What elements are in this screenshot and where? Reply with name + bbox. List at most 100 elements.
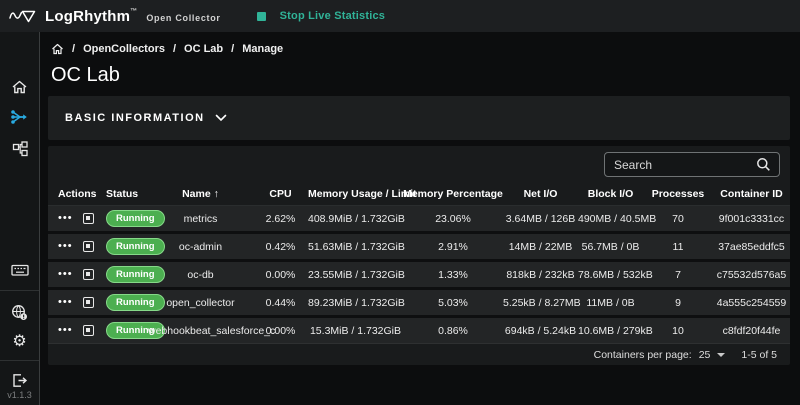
- name-cell: metrics: [183, 212, 218, 225]
- table-row: ••• Running open_collector 0.44% 89.23Mi…: [48, 290, 790, 315]
- status-badge: Running: [106, 266, 165, 283]
- status-cell: Running: [100, 238, 165, 255]
- basic-information-label: BASIC INFORMATION: [65, 112, 205, 124]
- column-header-name[interactable]: Name ↑: [182, 187, 219, 200]
- more-actions-icon[interactable]: •••: [58, 324, 73, 336]
- sidebar-item-collectors-active[interactable]: [0, 105, 39, 129]
- table-row: ••• Running metrics 2.62% 408.9MiB / 1.7…: [48, 206, 790, 231]
- memory-percentage-cell: 1.33%: [438, 268, 468, 281]
- row-actions: •••: [48, 213, 100, 224]
- status-badge: Running: [106, 322, 165, 339]
- container-id-cell: c75532d576a5: [716, 268, 787, 281]
- cpu-cell: 2.62%: [265, 212, 296, 225]
- search-icon[interactable]: [756, 157, 779, 172]
- logout-icon: [11, 373, 28, 388]
- page-size-value: 25: [698, 348, 711, 361]
- globe-info-icon: [11, 304, 28, 321]
- search-input[interactable]: [605, 157, 756, 172]
- column-header-processes[interactable]: Processes: [651, 187, 705, 200]
- stop-live-statistics-button[interactable]: Stop Live Statistics: [256, 10, 386, 22]
- status-cell: Running: [100, 294, 165, 311]
- more-actions-icon[interactable]: •••: [58, 296, 73, 308]
- block-io-cell: 10.6MB / 279kB: [578, 324, 653, 337]
- memory-usage-cell: 23.55MiB / 1.732GiB: [308, 268, 405, 281]
- logrhythm-logo-icon: [9, 7, 38, 25]
- sidebar-item-home[interactable]: [0, 75, 39, 99]
- block-io-cell: 78.6MB / 532kB: [578, 268, 653, 281]
- memory-percentage-cell: 2.91%: [438, 240, 468, 253]
- breadcrumb-oc-lab[interactable]: OC Lab: [184, 43, 224, 55]
- sidebar-item-console[interactable]: [0, 258, 39, 282]
- brand-name: LogRhythm™: [45, 7, 138, 25]
- more-actions-icon[interactable]: •••: [58, 240, 73, 252]
- column-header-memory-usage[interactable]: Memory Usage / Limit: [308, 187, 417, 200]
- row-actions: •••: [48, 269, 100, 280]
- page-size-dropdown[interactable]: Containers per page: 25: [594, 349, 726, 361]
- processes-cell: 10: [672, 324, 684, 337]
- status-badge: Running: [106, 294, 165, 311]
- cpu-cell: 0.42%: [265, 240, 296, 253]
- breadcrumb-opencollectors[interactable]: OpenCollectors: [83, 43, 165, 55]
- stop-container-icon[interactable]: [82, 269, 94, 280]
- more-actions-icon[interactable]: •••: [58, 212, 73, 224]
- app-version: v1.1.3: [7, 390, 32, 400]
- pipeline-flow-icon: [10, 109, 29, 125]
- search-box: [604, 152, 780, 177]
- column-header-net-io[interactable]: Net I/O: [523, 187, 558, 200]
- stop-live-statistics-label: Stop Live Statistics: [279, 10, 386, 22]
- row-actions: •••: [48, 241, 100, 252]
- block-io-cell: 490MB / 40.5MB: [578, 212, 657, 225]
- hierarchy-icon: [12, 141, 28, 157]
- cpu-cell: 0.44%: [265, 296, 296, 309]
- caret-down-icon: [717, 353, 726, 357]
- column-header-cpu[interactable]: CPU: [269, 187, 292, 200]
- page-title: OC Lab: [51, 64, 120, 86]
- container-id-cell: 4a555c254559: [716, 296, 787, 309]
- top-bar: LogRhythm™ Open Collector Stop Live Stat…: [0, 0, 800, 32]
- breadcrumb-separator: /: [231, 43, 235, 55]
- processes-cell: 9: [675, 296, 681, 309]
- net-io-cell: 694kB / 5.24kB: [504, 324, 577, 337]
- gear-icon: ⚙: [12, 333, 27, 350]
- table-row: ••• Running webhookbeat_salesforce_c 0.0…: [48, 318, 790, 343]
- processes-cell: 11: [672, 240, 684, 253]
- status-cell: Running: [100, 322, 165, 339]
- stop-container-icon[interactable]: [82, 325, 94, 336]
- name-cell: oc-db: [187, 268, 214, 281]
- logrhythm-logo: LogRhythm™ Open Collector: [9, 7, 221, 25]
- memory-usage-cell: 51.63MiB / 1.732GiB: [308, 240, 405, 253]
- stop-container-icon[interactable]: [82, 213, 94, 224]
- more-actions-icon[interactable]: •••: [58, 268, 73, 280]
- sidebar-item-topology[interactable]: [0, 137, 39, 161]
- sidebar-divider: [0, 360, 39, 361]
- row-actions: •••: [48, 297, 100, 308]
- sidebar: ⚙ v1.1.3: [0, 32, 40, 405]
- basic-information-section[interactable]: BASIC INFORMATION: [48, 96, 790, 140]
- breadcrumb: / OpenCollectors / OC Lab / Manage: [41, 32, 800, 55]
- column-header-actions[interactable]: Actions: [58, 187, 97, 200]
- keyboard-icon: [10, 263, 29, 277]
- column-header-status[interactable]: Status: [106, 187, 139, 200]
- stop-icon: [256, 11, 266, 21]
- breadcrumb-manage[interactable]: Manage: [242, 43, 284, 55]
- column-header-container-id[interactable]: Container ID: [720, 187, 783, 200]
- stop-container-icon[interactable]: [82, 297, 94, 308]
- breadcrumb-home-icon[interactable]: [51, 43, 64, 55]
- product-name: Open Collector: [146, 12, 221, 23]
- processes-cell: 7: [675, 268, 681, 281]
- sidebar-item-about[interactable]: [0, 300, 39, 324]
- sidebar-item-logout[interactable]: [0, 368, 39, 392]
- stop-container-icon[interactable]: [82, 241, 94, 252]
- name-cell: open_collector: [166, 296, 235, 309]
- column-header-block-io[interactable]: Block I/O: [587, 187, 634, 200]
- page-range: 1-5 of 5: [741, 348, 777, 361]
- memory-percentage-cell: 23.06%: [435, 212, 471, 225]
- pagination-bar: Containers per page: 25 1-5 of 5: [48, 343, 790, 365]
- sidebar-item-settings[interactable]: ⚙: [0, 330, 39, 354]
- breadcrumb-separator: /: [72, 43, 76, 55]
- name-cell: webhookbeat_salesforce_c: [148, 324, 276, 337]
- column-header-memory-percentage[interactable]: Memory Percentage: [403, 187, 503, 200]
- memory-percentage-cell: 5.03%: [438, 296, 468, 309]
- container-id-cell: 37ae85eddfc5: [718, 240, 785, 253]
- net-io-cell: 3.64MB / 126B: [505, 212, 576, 225]
